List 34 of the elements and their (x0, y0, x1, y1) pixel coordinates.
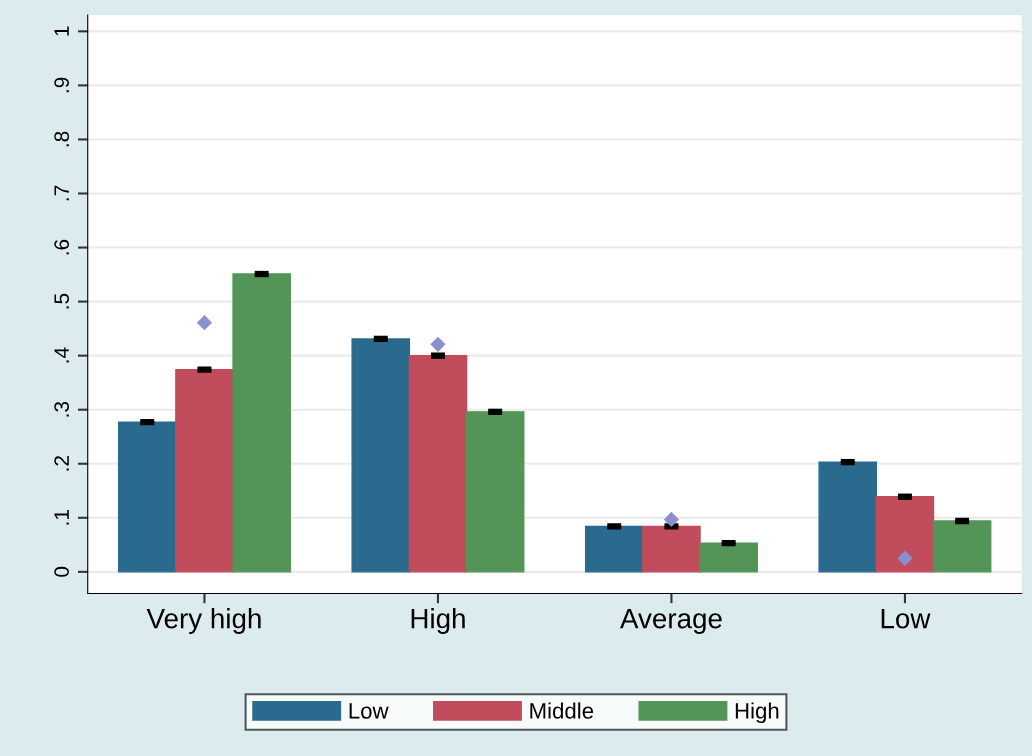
point (196, 315, 213, 331)
x-tick-label: High (411, 608, 465, 634)
y-tick-label: .6 (54, 239, 70, 255)
bar (175, 368, 234, 573)
legend-label: Middle (530, 702, 594, 719)
y-tick-label: .9 (54, 77, 70, 93)
bar (117, 421, 177, 573)
x-tick-label: Average (620, 609, 722, 634)
bar (642, 525, 701, 573)
bar (818, 461, 878, 573)
legend-label: Low (349, 703, 389, 719)
bar (932, 520, 992, 573)
legend-label: High (735, 702, 779, 724)
bar (875, 496, 935, 573)
bar (584, 525, 644, 573)
point (430, 336, 446, 352)
bar (408, 354, 468, 573)
point (663, 511, 680, 528)
x-tick-label: Very high (146, 608, 261, 634)
y-tick-label: .1 (54, 510, 69, 525)
y-tick-label: .2 (54, 456, 69, 471)
y-tick-label: 1 (54, 26, 69, 36)
y-tick-label: .4 (54, 347, 69, 363)
bar (699, 542, 758, 573)
x-tick-label: Low (881, 609, 931, 629)
y-tick-label: .5 (54, 293, 70, 309)
bar (232, 273, 291, 573)
y-tick-label: 0 (54, 566, 70, 577)
bar (465, 411, 525, 573)
y-tick-label: .3 (54, 401, 70, 417)
point (897, 550, 913, 566)
y-tick-label: .7 (54, 185, 69, 201)
bar (351, 338, 411, 573)
y-tick-label: .8 (54, 131, 70, 147)
